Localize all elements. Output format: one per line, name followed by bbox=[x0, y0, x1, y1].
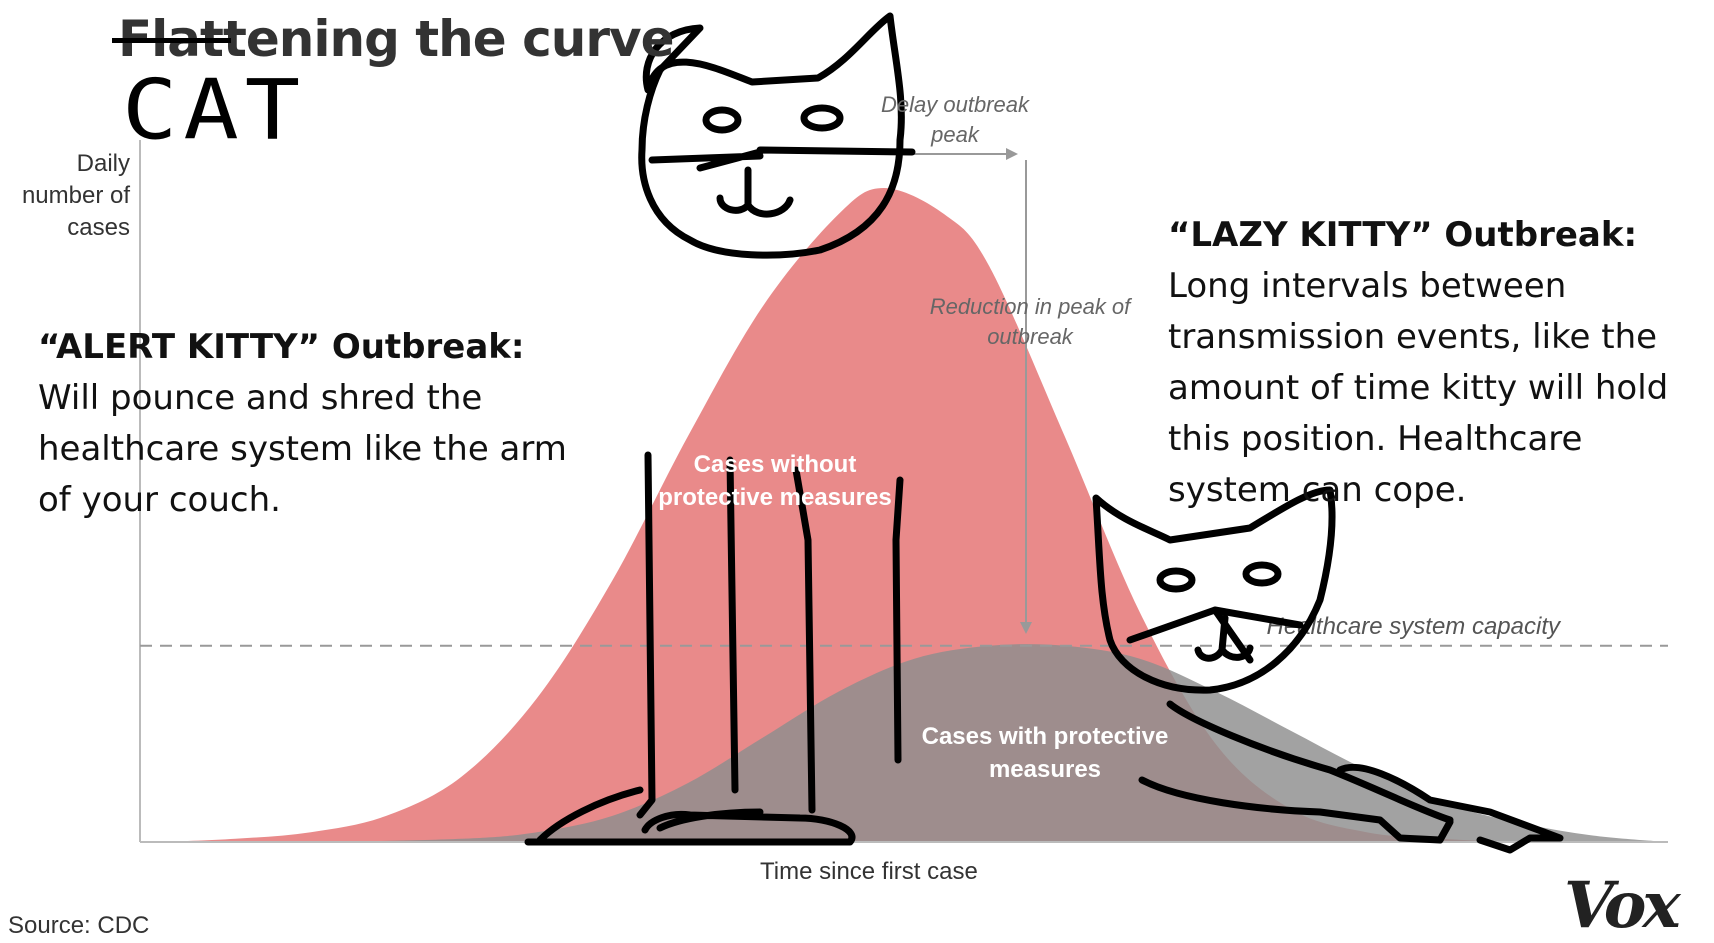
chart-title: Flattening the curve bbox=[118, 10, 674, 68]
series-label-line: protective measures bbox=[658, 484, 892, 511]
source-credit: Source: CDC bbox=[8, 912, 150, 939]
series-label-with: Cases with protective measures bbox=[900, 720, 1190, 786]
delay-peak-line: peak bbox=[931, 122, 979, 147]
alert-kitty-drawing bbox=[524, 12, 916, 846]
delay-peak-annotation: Delay outbreak peak bbox=[850, 90, 1060, 150]
alert-kitty-paws bbox=[524, 786, 856, 846]
lazy-kitty-heading: “LAZY KITTY” Outbreak: bbox=[1168, 215, 1638, 255]
alert-kitty-left-eye bbox=[702, 106, 742, 134]
alert-kitty-whiskers bbox=[648, 146, 916, 172]
reduction-peak-annotation: Reduction in peak of outbreak bbox=[910, 292, 1150, 352]
alert-kitty-right-eye bbox=[800, 104, 844, 132]
area-with-measures bbox=[160, 644, 1668, 843]
y-axis-label: Daily number of cases bbox=[0, 148, 130, 244]
alert-kitty-mouth bbox=[716, 166, 794, 218]
lazy-kitty-text: “LAZY KITTY” Outbreak: Long intervals be… bbox=[1168, 210, 1714, 516]
lazy-kitty-mouth bbox=[1194, 614, 1254, 662]
alert-kitty-heading: “ALERT KITTY” Outbreak: bbox=[38, 327, 525, 367]
title-rest: tening the curve bbox=[222, 10, 675, 68]
reduction-arrowhead bbox=[1020, 622, 1032, 634]
alert-kitty-legs bbox=[636, 451, 904, 819]
x-axis-label: Time since first case bbox=[760, 858, 978, 885]
vox-logo: Vox bbox=[1564, 868, 1681, 943]
lazy-kitty-right-eye bbox=[1242, 561, 1282, 587]
reduction-peak-line: Reduction in peak of bbox=[929, 294, 1131, 319]
title-struck-part: Flat bbox=[118, 10, 224, 68]
series-label-line: measures bbox=[988, 756, 1102, 783]
y-axis-label-line: cases bbox=[67, 214, 130, 241]
series-label-line: Cases with protective bbox=[921, 723, 1169, 750]
lazy-kitty-drawing bbox=[1092, 486, 1564, 854]
delay-arrowhead bbox=[1006, 148, 1018, 160]
alert-kitty-head bbox=[638, 12, 905, 259]
y-axis-label-line: Daily bbox=[76, 150, 130, 177]
lazy-kitty-left-eye bbox=[1156, 567, 1196, 593]
y-axis-label-line: number of bbox=[21, 182, 130, 209]
series-label-without: Cases without protective measures bbox=[640, 448, 910, 514]
lazy-kitty-body bbox=[1138, 700, 1564, 854]
alert-kitty-text: “ALERT KITTY” Outbreak: Will pounce and … bbox=[38, 322, 578, 526]
area-without-measures bbox=[160, 188, 1668, 843]
title-replacement-cat: CAT bbox=[122, 62, 307, 159]
lazy-kitty-body: Long intervals between transmission even… bbox=[1168, 266, 1669, 510]
series-label-line: Cases without bbox=[693, 451, 857, 478]
reduction-peak-line: outbreak bbox=[987, 324, 1073, 349]
curves-group bbox=[160, 188, 1668, 843]
alert-kitty-body: Will pounce and shred the healthcare sys… bbox=[38, 378, 567, 520]
delay-peak-line: Delay outbreak bbox=[881, 92, 1029, 117]
lazy-kitty-head bbox=[1092, 486, 1336, 694]
